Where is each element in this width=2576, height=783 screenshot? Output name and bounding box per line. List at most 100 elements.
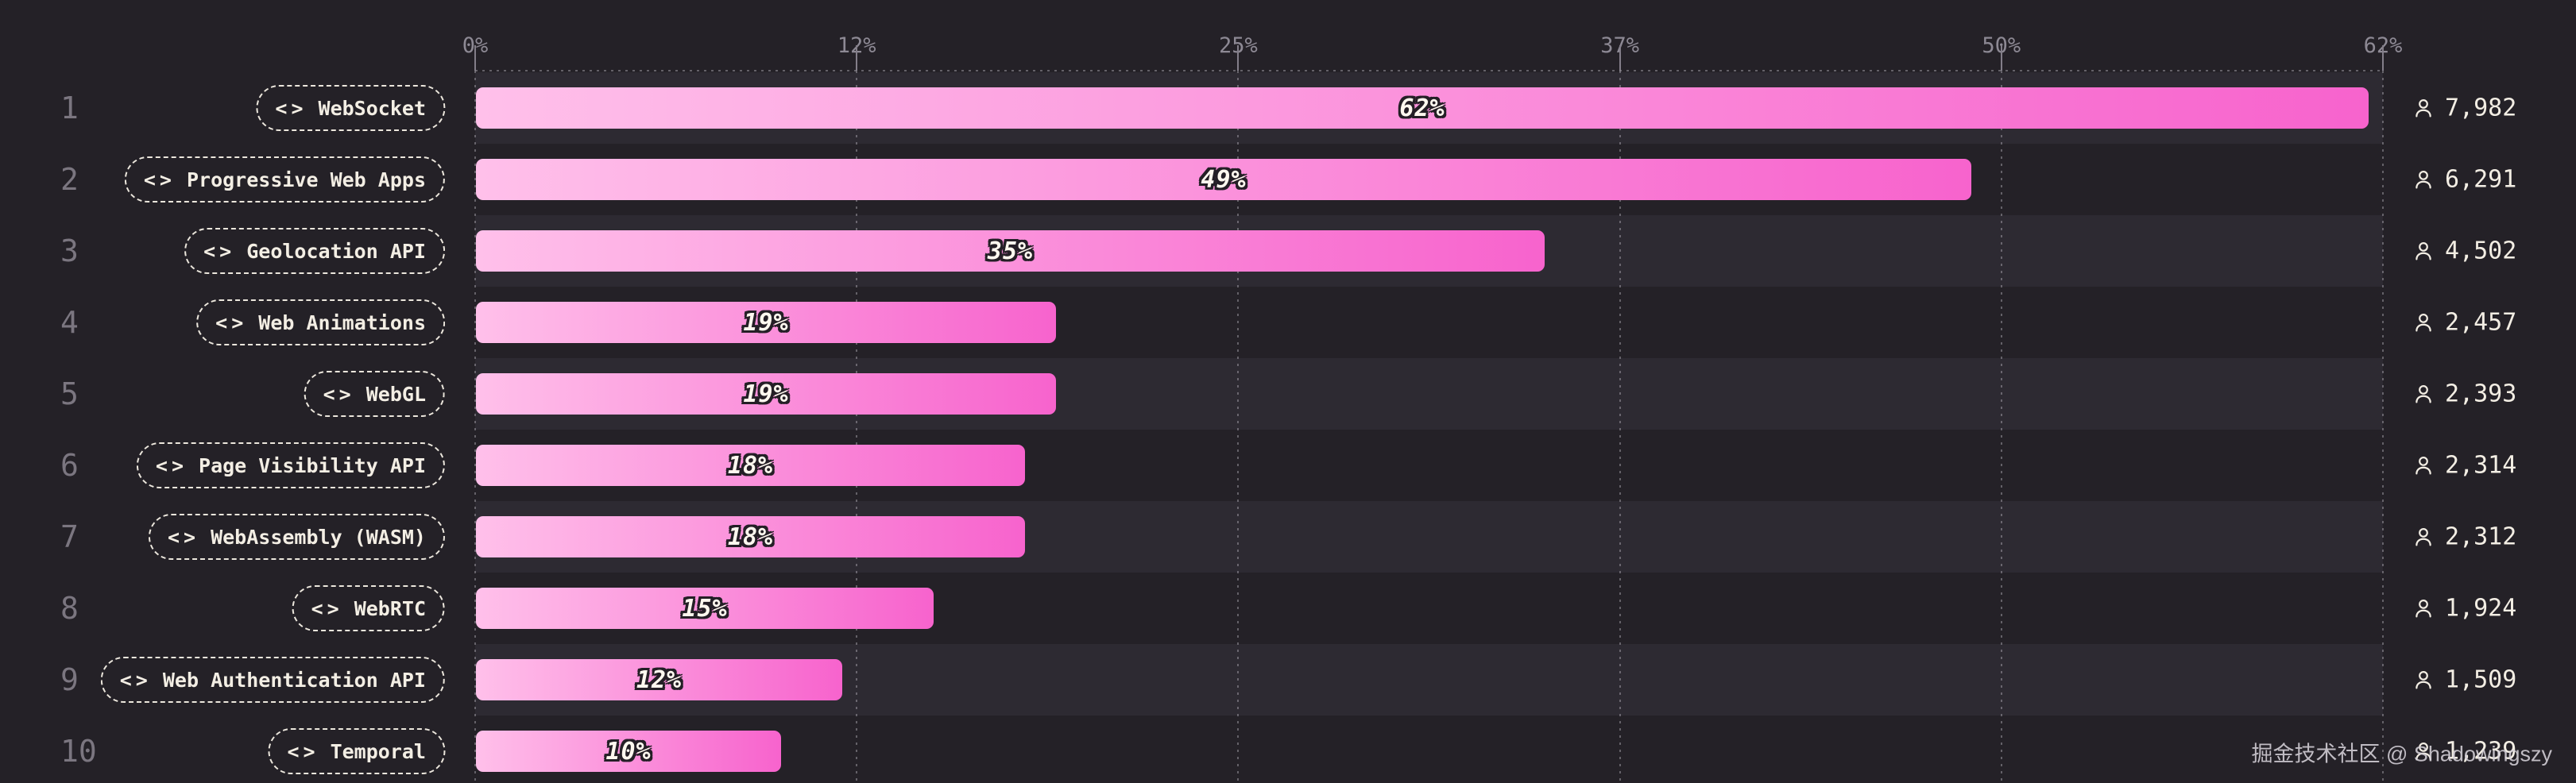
api-name-label: WebSocket — [318, 96, 426, 120]
usage-percent-label: 19% — [743, 308, 789, 337]
rank-number: 9 — [60, 662, 79, 697]
user-count: 2,393 — [2412, 380, 2516, 408]
api-name-label: Page Visibility API — [199, 453, 426, 477]
api-name-label: WebRTC — [354, 596, 426, 620]
axis-tick-mark — [856, 45, 858, 71]
person-icon — [2415, 98, 2431, 118]
gridline-vertical — [474, 71, 476, 783]
axis-tick-mark — [474, 45, 476, 71]
user-count: 7,982 — [2412, 94, 2516, 122]
axis-tick-mark — [1237, 45, 1240, 71]
rank-number: 3 — [60, 233, 79, 268]
usage-percent-label: 10% — [605, 737, 652, 766]
person-icon — [2415, 170, 2431, 189]
rank-number: 1 — [60, 91, 79, 125]
axis-tick-mark — [1619, 45, 1621, 71]
rank-number: 5 — [60, 376, 79, 411]
rank-number: 2 — [60, 162, 79, 197]
person-icon — [2415, 241, 2431, 260]
person-icon — [2415, 742, 2431, 761]
code-brackets-icon: <> — [155, 453, 188, 477]
usage-percent-label: 19% — [743, 380, 789, 408]
api-name-label: WebAssembly (WASM) — [211, 525, 426, 549]
api-label-pill[interactable]: <> WebGL — [304, 371, 445, 417]
user-count: 1,239 — [2412, 738, 2516, 766]
usage-bar[interactable]: 10% — [476, 731, 781, 772]
usage-bar[interactable]: 19% — [476, 302, 1056, 343]
code-brackets-icon: <> — [215, 310, 248, 334]
api-name-label: Web Animations — [258, 310, 426, 334]
gridline-vertical — [856, 71, 858, 783]
axis-baseline-dotted — [475, 70, 2383, 71]
person-icon — [2415, 527, 2431, 546]
gridline-vertical — [2000, 71, 2002, 783]
code-brackets-icon: <> — [167, 525, 200, 549]
api-name-label: Geolocation API — [246, 239, 426, 263]
rank-number: 10 — [60, 734, 97, 769]
api-name-label: WebGL — [366, 382, 426, 406]
usage-bar[interactable]: 18% — [476, 516, 1025, 557]
user-count: 6,291 — [2412, 166, 2516, 194]
user-count: 2,312 — [2412, 523, 2516, 551]
api-name-label: Web Authentication API — [162, 668, 426, 692]
code-brackets-icon: <> — [203, 239, 236, 263]
usage-bar[interactable]: 18% — [476, 445, 1025, 486]
api-label-pill[interactable]: <> Page Visibility API — [136, 442, 445, 488]
api-label-pill[interactable]: <> Temporal — [268, 728, 445, 774]
api-label-pill[interactable]: <> Web Animations — [196, 299, 445, 345]
usage-bar[interactable]: 49% — [476, 159, 1971, 200]
user-count-value: 7,982 — [2445, 94, 2517, 122]
user-count-value: 2,312 — [2445, 523, 2517, 551]
user-count-value: 1,509 — [2445, 665, 2517, 694]
usage-percent-label: 15% — [682, 594, 728, 623]
gridline-vertical — [1237, 71, 1240, 783]
usage-bar[interactable]: 19% — [476, 373, 1056, 415]
user-count: 2,457 — [2412, 309, 2516, 337]
usage-percent-label: 12% — [636, 665, 683, 694]
code-brackets-icon: <> — [119, 668, 152, 692]
axis-tick-mark — [2000, 45, 2002, 71]
api-name-label: Progressive Web Apps — [186, 168, 426, 191]
usage-bar[interactable]: 35% — [476, 230, 1545, 272]
user-count: 1,924 — [2412, 595, 2516, 623]
rank-number: 7 — [60, 519, 79, 554]
person-icon — [2415, 670, 2431, 689]
usage-bar[interactable]: 15% — [476, 588, 934, 629]
usage-percent-label: 18% — [727, 451, 774, 480]
usage-bar[interactable]: 12% — [476, 659, 842, 700]
person-icon — [2415, 456, 2431, 475]
person-icon — [2415, 599, 2431, 618]
code-brackets-icon: <> — [287, 739, 319, 763]
rank-number: 8 — [60, 591, 79, 626]
usage-bar[interactable]: 62% — [476, 87, 2369, 129]
usage-percent-label: 35% — [987, 237, 1034, 265]
api-label-pill[interactable]: <> WebRTC — [292, 585, 445, 631]
api-label-pill[interactable]: <> Web Authentication API — [100, 657, 445, 703]
api-label-pill[interactable]: <> WebSocket — [256, 85, 445, 131]
api-label-pill[interactable]: <> WebAssembly (WASM) — [148, 514, 445, 560]
usage-percent-label: 18% — [727, 523, 774, 551]
code-brackets-icon: <> — [323, 382, 355, 406]
code-brackets-icon: <> — [311, 596, 343, 620]
user-count: 2,314 — [2412, 452, 2516, 480]
axis-tick-mark — [2382, 45, 2384, 71]
user-count-value: 1,924 — [2445, 594, 2517, 623]
user-count-value: 1,239 — [2445, 737, 2517, 766]
user-count: 4,502 — [2412, 237, 2516, 265]
person-icon — [2415, 313, 2431, 332]
user-count-value: 4,502 — [2445, 237, 2517, 265]
usage-percent-label: 49% — [1201, 165, 1247, 194]
usage-percent-label: 62% — [1399, 94, 1445, 122]
person-icon — [2415, 384, 2431, 403]
code-brackets-icon: <> — [143, 168, 176, 191]
watermark: 掘金技术社区 @ Shadowingszy — [2251, 742, 2552, 766]
api-label-pill[interactable]: <> Progressive Web Apps — [124, 156, 445, 202]
user-count-value: 2,457 — [2445, 308, 2517, 337]
rank-number: 4 — [60, 305, 79, 340]
rank-number: 6 — [60, 448, 79, 483]
gridline-vertical — [1619, 71, 1621, 783]
user-count-value: 2,393 — [2445, 380, 2517, 408]
user-count: 1,509 — [2412, 666, 2516, 694]
api-label-pill[interactable]: <> Geolocation API — [184, 228, 445, 274]
